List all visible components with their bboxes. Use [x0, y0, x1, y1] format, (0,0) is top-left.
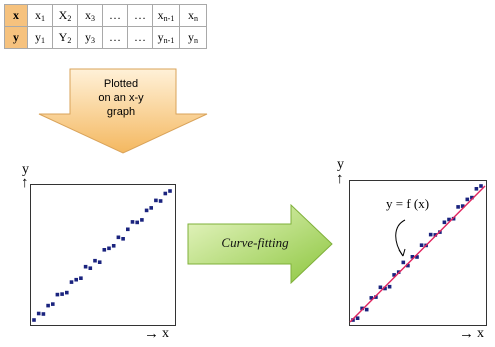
data-point	[355, 316, 360, 320]
data-point	[163, 191, 168, 196]
data-point	[168, 189, 172, 193]
left-y-axis-label: y	[22, 162, 29, 177]
data-point	[387, 284, 392, 289]
table-cell: x3	[77, 4, 103, 27]
table-cell: …	[102, 4, 128, 27]
data-point	[154, 198, 158, 203]
data-point	[447, 217, 451, 222]
data-point	[107, 246, 111, 251]
down-arrow-label: Plotted on an x-y graph	[98, 78, 144, 118]
data-point	[383, 286, 387, 291]
data-table: x x1 X2 x3…… xn-1 xn y y1 Y2 y3…… yn-1 yn	[4, 4, 207, 49]
table-row-header: x	[4, 4, 28, 27]
table-row: x x1 X2 x3…… xn-1 xn	[4, 4, 207, 27]
data-point	[32, 318, 36, 322]
table-row: y y1 Y2 y3…… yn-1 yn	[4, 26, 207, 49]
data-point	[451, 216, 456, 221]
table-cell: xn-1	[152, 4, 180, 27]
left-x-axis-label: x	[162, 326, 169, 341]
data-point	[442, 220, 447, 225]
left-scatter-plot	[30, 184, 176, 326]
data-point	[360, 306, 364, 311]
data-point	[126, 227, 130, 232]
data-point	[79, 276, 83, 280]
data-point	[351, 318, 355, 322]
data-point	[60, 292, 64, 296]
data-point	[140, 218, 144, 222]
data-point	[415, 255, 419, 259]
left-x-right-arrow: →	[144, 326, 159, 342]
table-cell: …	[127, 4, 153, 27]
data-point	[144, 208, 149, 213]
fit-equation: y = f (x)	[386, 196, 430, 211]
data-point	[83, 264, 88, 269]
table-row-header: y	[4, 26, 28, 49]
fit-line	[349, 185, 486, 323]
right-x-right-arrow: →	[459, 326, 474, 342]
data-point	[135, 220, 139, 225]
data-point	[374, 295, 378, 299]
data-point	[456, 205, 460, 209]
data-point	[121, 237, 125, 241]
data-point	[406, 263, 410, 268]
table-cell: yn	[179, 26, 207, 49]
table-cell: xn	[179, 4, 207, 27]
curve-fitting-label: Curve-fitting	[221, 235, 289, 250]
data-point	[364, 307, 369, 312]
plotted-down-arrow	[38, 68, 208, 154]
data-point	[479, 184, 483, 188]
table-cell: …	[127, 26, 153, 49]
data-point	[470, 195, 474, 200]
data-point	[51, 302, 55, 306]
table-cell: x1	[27, 4, 53, 27]
right-y-axis-label: y	[337, 157, 344, 172]
data-point	[158, 199, 163, 203]
right-x-axis-label: x	[477, 326, 484, 341]
data-point	[465, 197, 470, 202]
table-cell: X2	[52, 4, 78, 27]
curve-fitting-arrow	[187, 204, 333, 284]
data-point	[428, 232, 433, 237]
data-point	[74, 277, 78, 282]
table-cell: y1	[27, 26, 53, 49]
data-point	[433, 233, 438, 237]
data-point	[378, 285, 383, 290]
table-cell: yn-1	[152, 26, 180, 49]
data-point	[46, 303, 50, 308]
data-point	[369, 296, 374, 300]
data-point	[97, 260, 102, 264]
data-point	[460, 204, 465, 208]
table-cell: y3	[77, 26, 103, 49]
data-point	[65, 290, 69, 295]
data-point	[419, 243, 424, 247]
table-cell: …	[102, 26, 128, 49]
data-point	[474, 187, 479, 191]
data-point	[55, 292, 60, 297]
left-y-up-arrow: ↑	[21, 175, 29, 191]
data-point	[401, 260, 406, 265]
data-point	[149, 206, 153, 210]
right-fitted-plot	[349, 180, 487, 326]
data-point	[36, 311, 41, 316]
data-point	[116, 235, 121, 240]
data-point	[130, 220, 135, 224]
data-point	[410, 255, 415, 259]
data-point	[69, 280, 74, 284]
table-cell: Y2	[52, 26, 78, 49]
data-point	[93, 258, 97, 263]
right-y-up-arrow: ↑	[336, 171, 344, 187]
data-point	[41, 312, 46, 316]
data-point	[88, 266, 93, 270]
data-point	[111, 244, 116, 248]
data-point	[392, 273, 396, 277]
data-point	[102, 248, 107, 252]
